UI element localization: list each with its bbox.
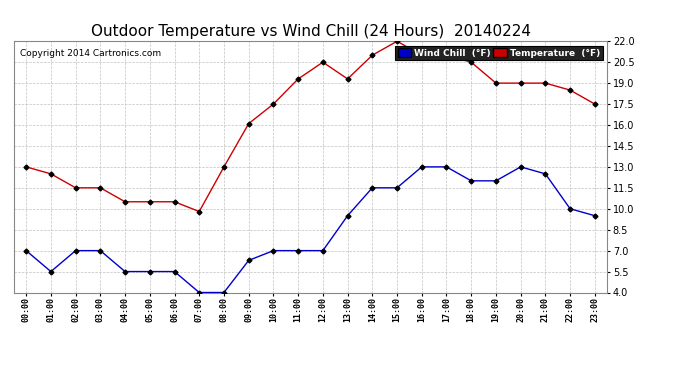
Text: Copyright 2014 Cartronics.com: Copyright 2014 Cartronics.com xyxy=(20,49,161,58)
Title: Outdoor Temperature vs Wind Chill (24 Hours)  20140224: Outdoor Temperature vs Wind Chill (24 Ho… xyxy=(90,24,531,39)
Legend: Wind Chill  (°F), Temperature  (°F): Wind Chill (°F), Temperature (°F) xyxy=(395,46,602,60)
